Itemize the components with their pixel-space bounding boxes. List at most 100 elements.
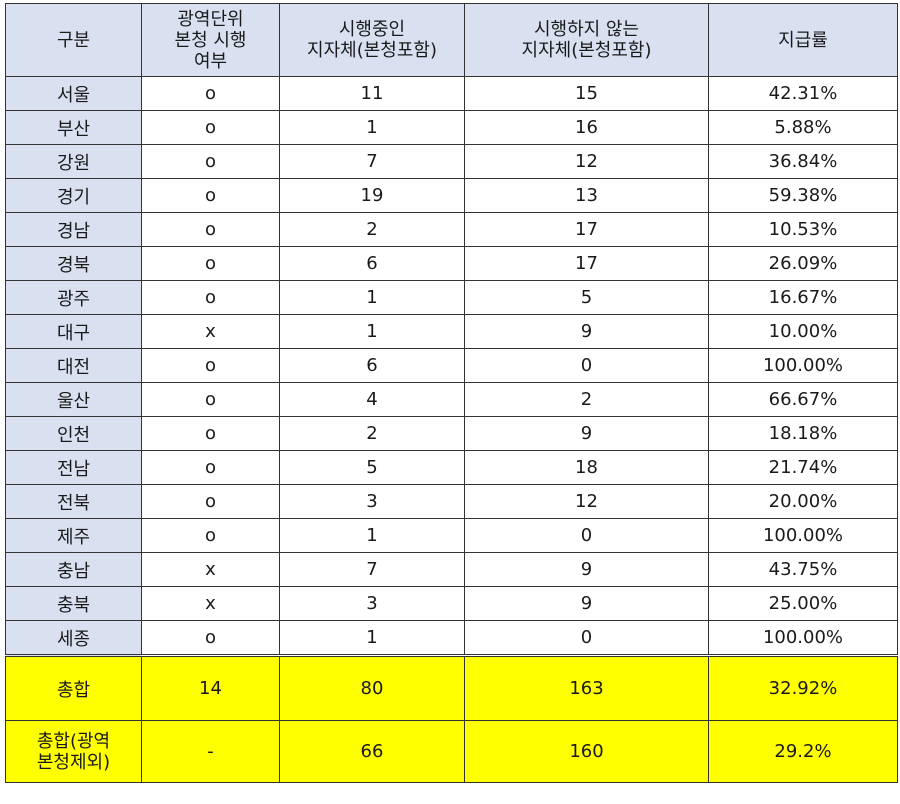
metro-flag: x [141, 586, 280, 621]
metro-flag: o [141, 280, 280, 315]
payment-rate: 36.84% [708, 144, 898, 179]
payment-rate: 5.88% [708, 110, 898, 145]
header-payment-rate: 지급률 [708, 3, 898, 77]
table-row: 대전 o 6 0 100.00% [5, 348, 898, 383]
implementing-count: 1 [279, 314, 465, 349]
payment-rate: 20.00% [708, 484, 898, 519]
not-implementing-count: 9 [464, 314, 709, 349]
total-excluding-metro-not-implementing: 160 [464, 720, 709, 783]
header-category: 구분 [5, 3, 142, 77]
region-name: 대구 [5, 314, 142, 349]
header-not-implementing: 시행하지 않는 지자체(본청포함) [464, 3, 709, 77]
implementing-count: 7 [279, 552, 465, 587]
total-excluding-metro-row: 총합(광역 본청제외) - 66 160 29.2% [5, 720, 898, 783]
not-implementing-count: 15 [464, 76, 709, 111]
total-row: 총합 14 80 163 32.92% [5, 654, 898, 721]
payment-rate: 10.00% [708, 314, 898, 349]
total-metro-count: 14 [141, 654, 280, 721]
metro-flag: o [141, 144, 280, 179]
region-name: 경남 [5, 212, 142, 247]
table-row: 경북 o 6 17 26.09% [5, 246, 898, 281]
table-row: 강원 o 7 12 36.84% [5, 144, 898, 179]
not-implementing-count: 9 [464, 586, 709, 621]
table-row: 세종 o 1 0 100.00% [5, 620, 898, 656]
region-name: 대전 [5, 348, 142, 383]
implementing-count: 1 [279, 518, 465, 553]
not-implementing-count: 13 [464, 178, 709, 213]
total-excluding-metro-payment-rate: 29.2% [708, 720, 898, 783]
table-row: 제주 o 1 0 100.00% [5, 518, 898, 553]
implementing-count: 1 [279, 110, 465, 145]
table-row: 광주 o 1 5 16.67% [5, 280, 898, 315]
region-name: 충북 [5, 586, 142, 621]
table-row: 인천 o 2 9 18.18% [5, 416, 898, 451]
metro-flag: o [141, 484, 280, 519]
data-table: 구분 광역단위 본청 시행 여부 시행중인 지자체(본청포함) 시행하지 않는 … [5, 3, 898, 783]
region-name: 광주 [5, 280, 142, 315]
metro-flag: o [141, 76, 280, 111]
region-name: 경기 [5, 178, 142, 213]
metro-flag: o [141, 110, 280, 145]
total-excluding-metro-count: - [141, 720, 280, 783]
table-row: 서울 o 11 15 42.31% [5, 76, 898, 111]
implementing-count: 19 [279, 178, 465, 213]
payment-rate: 66.67% [708, 382, 898, 417]
table-row: 경남 o 2 17 10.53% [5, 212, 898, 247]
payment-rate: 18.18% [708, 416, 898, 451]
metro-flag: o [141, 348, 280, 383]
region-name: 부산 [5, 110, 142, 145]
not-implementing-count: 0 [464, 518, 709, 553]
table-row: 부산 o 1 16 5.88% [5, 110, 898, 145]
total-not-implementing: 163 [464, 654, 709, 721]
implementing-count: 3 [279, 484, 465, 519]
implementing-count: 3 [279, 586, 465, 621]
metro-flag: o [141, 212, 280, 247]
metro-flag: o [141, 246, 280, 281]
implementing-count: 2 [279, 212, 465, 247]
table-row: 충북 x 3 9 25.00% [5, 586, 898, 621]
total-label: 총합 [5, 654, 142, 721]
table-row: 충남 x 7 9 43.75% [5, 552, 898, 587]
region-name: 울산 [5, 382, 142, 417]
not-implementing-count: 9 [464, 416, 709, 451]
total-excluding-metro-implementing: 66 [279, 720, 465, 783]
implementing-count: 5 [279, 450, 465, 485]
header-metro-implementation: 광역단위 본청 시행 여부 [141, 3, 280, 77]
payment-rate: 42.31% [708, 76, 898, 111]
not-implementing-count: 17 [464, 246, 709, 281]
region-name: 인천 [5, 416, 142, 451]
payment-rate: 10.53% [708, 212, 898, 247]
implementing-count: 7 [279, 144, 465, 179]
metro-flag: x [141, 552, 280, 587]
implementing-count: 4 [279, 382, 465, 417]
region-name: 세종 [5, 620, 142, 656]
table-row: 대구 x 1 9 10.00% [5, 314, 898, 349]
not-implementing-count: 16 [464, 110, 709, 145]
metro-flag: o [141, 178, 280, 213]
region-name: 서울 [5, 76, 142, 111]
metro-flag: x [141, 314, 280, 349]
header-row: 구분 광역단위 본청 시행 여부 시행중인 지자체(본청포함) 시행하지 않는 … [5, 3, 898, 77]
payment-rate: 100.00% [708, 620, 898, 656]
implementing-count: 1 [279, 620, 465, 656]
payment-rate: 21.74% [708, 450, 898, 485]
region-name: 전북 [5, 484, 142, 519]
metro-flag: o [141, 382, 280, 417]
total-implementing: 80 [279, 654, 465, 721]
not-implementing-count: 12 [464, 484, 709, 519]
implementing-count: 11 [279, 76, 465, 111]
payment-rate: 100.00% [708, 348, 898, 383]
not-implementing-count: 17 [464, 212, 709, 247]
region-name: 충남 [5, 552, 142, 587]
not-implementing-count: 0 [464, 620, 709, 656]
table-row: 울산 o 4 2 66.67% [5, 382, 898, 417]
table-row: 전남 o 5 18 21.74% [5, 450, 898, 485]
header-implementing: 시행중인 지자체(본청포함) [279, 3, 465, 77]
region-name: 강원 [5, 144, 142, 179]
total-payment-rate: 32.92% [708, 654, 898, 721]
not-implementing-count: 2 [464, 382, 709, 417]
metro-flag: o [141, 518, 280, 553]
payment-rate: 25.00% [708, 586, 898, 621]
table-row: 전북 o 3 12 20.00% [5, 484, 898, 519]
payment-rate: 43.75% [708, 552, 898, 587]
